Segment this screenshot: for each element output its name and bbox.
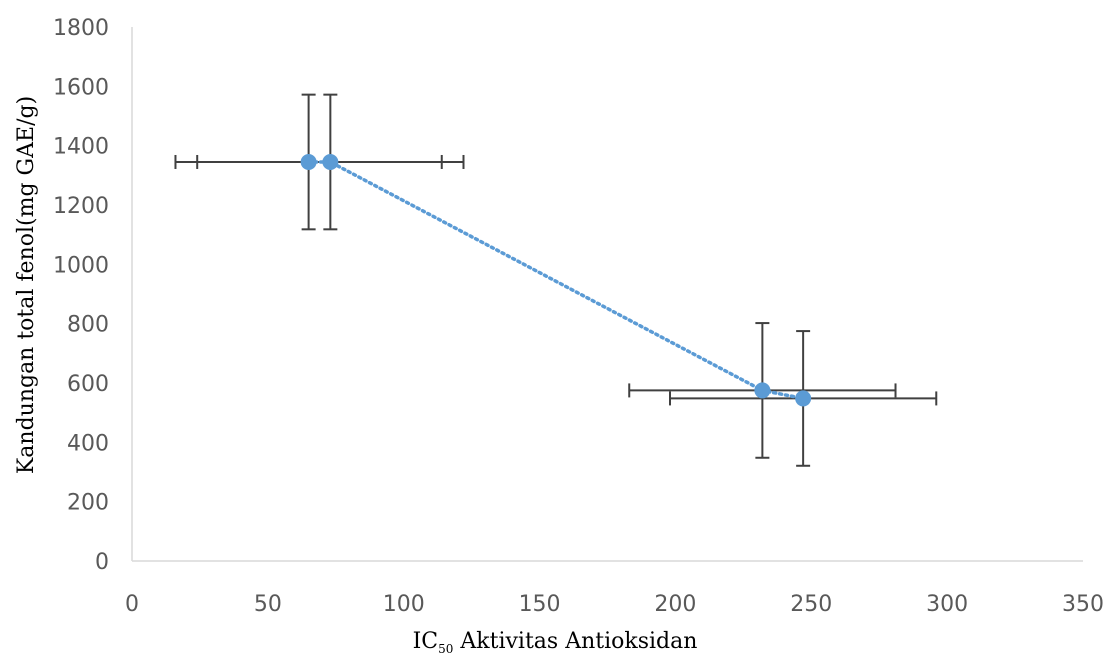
x-tick-label: 300 [926, 592, 968, 617]
data-point [322, 153, 339, 170]
x-tick-label: 100 [383, 592, 425, 617]
y-tick-label: 1400 [53, 135, 109, 160]
y-tick-label: 1600 [53, 75, 109, 100]
y-tick-label: 400 [67, 431, 109, 456]
x-axis-title: IC50 Aktivitas Antioksidan [413, 629, 698, 655]
x-axis-title-rest: Aktivitas Antioksidan [453, 629, 697, 654]
x-axis-title-subscript: 50 [438, 642, 453, 655]
x-tick-label: 250 [790, 592, 832, 617]
y-tick-label: 1000 [53, 253, 109, 278]
data-point [300, 153, 317, 170]
data-point [795, 390, 812, 407]
y-tick-label: 1200 [53, 194, 109, 219]
x-tick-label: 200 [654, 592, 696, 617]
x-tick-label: 350 [1062, 592, 1104, 617]
y-tick-label: 600 [67, 372, 109, 397]
axes [131, 27, 1083, 562]
data-point [754, 382, 771, 399]
x-tick-label: 150 [519, 592, 561, 617]
data-points [300, 153, 812, 407]
y-tick-label: 800 [67, 313, 109, 338]
y-tick-label: 200 [67, 491, 109, 516]
x-axis-title-main: IC [413, 629, 439, 654]
x-tick-label: 50 [254, 592, 282, 617]
x-tick-label: 0 [125, 592, 139, 617]
trendline-layer [306, 160, 805, 401]
y-tick-label: 1800 [53, 16, 109, 41]
y-tick-label: 0 [95, 550, 109, 575]
y-axis-title: Kandungan total fenol(mg GAE/g) [14, 96, 39, 474]
tick-labels: 0 200 400 600 800 1000 1200 1400 1600 1800 0 50 100 1… [53, 16, 1104, 617]
trendline [306, 160, 805, 401]
